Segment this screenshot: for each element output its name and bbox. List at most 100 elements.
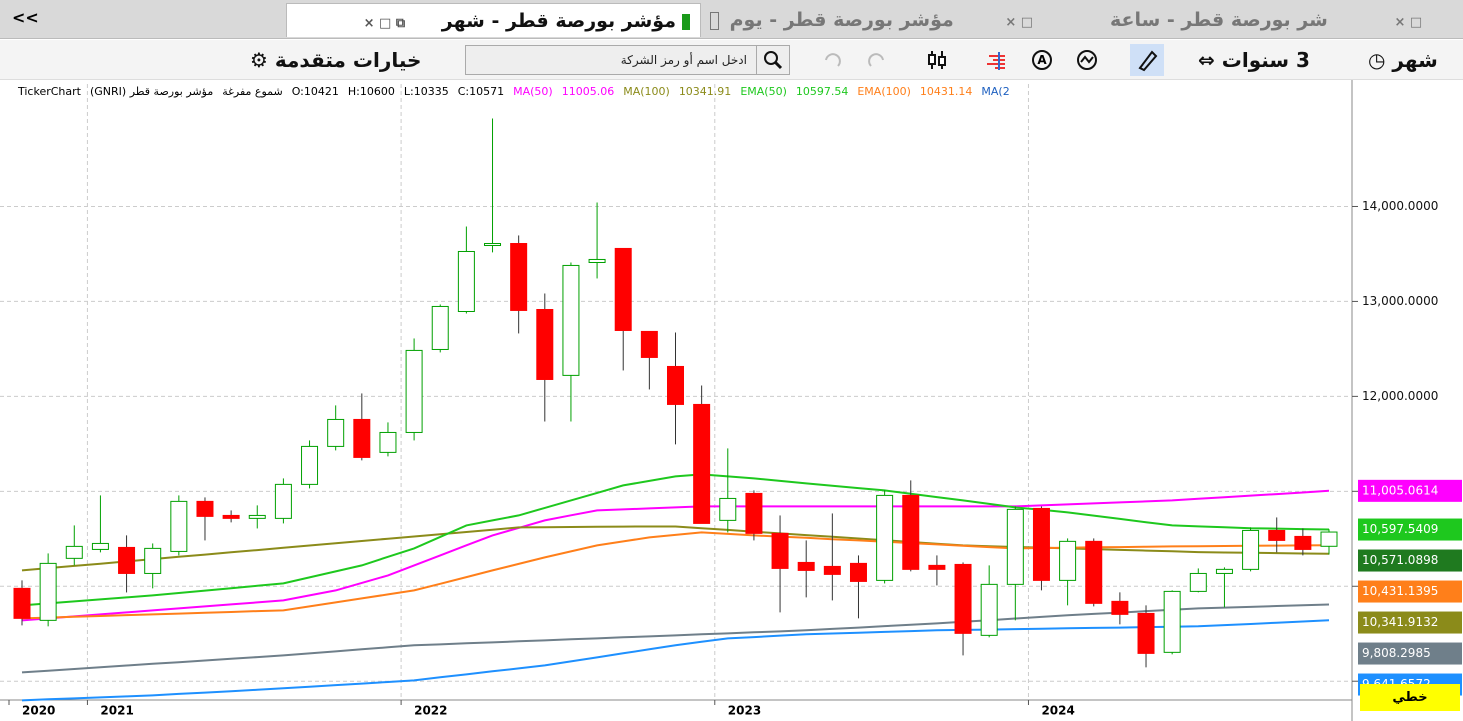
search-icon[interactable] <box>756 46 789 74</box>
indicator-line <box>21 473 1330 607</box>
indicator-line <box>21 603 1330 674</box>
candle-body <box>928 564 946 570</box>
candle-body <box>562 264 580 376</box>
chart-type-button[interactable]: خطي <box>1360 684 1460 711</box>
candle-body <box>614 247 632 331</box>
x-tick-label: 2022 <box>414 704 447 718</box>
auto-tool[interactable]: A <box>1030 48 1054 72</box>
candle-body <box>980 583 998 636</box>
advanced-options[interactable]: خيارات متقدمة ⚙ <box>250 48 422 72</box>
info-bar: TickerChart مؤشر بورصة قطر (GNRI) شموع م… <box>18 83 1010 101</box>
candle-body <box>719 497 737 521</box>
candle-body <box>588 258 606 263</box>
candle-body <box>849 562 867 582</box>
tab-indicator <box>682 13 690 30</box>
candle-body <box>1111 600 1129 615</box>
volume-tool[interactable] <box>985 48 1009 72</box>
candle-body <box>1085 540 1103 604</box>
candle-body <box>510 243 528 311</box>
candle-body <box>823 565 841 575</box>
tab[interactable]: مؤشر بورصة قطر - شهر ⧉ □ × <box>286 3 701 37</box>
candle-body <box>118 546 136 574</box>
candle-body <box>274 483 292 519</box>
tab[interactable]: □ × مؤشر بورصة قطر - يوم <box>710 3 1033 37</box>
collapse-button[interactable]: << <box>12 8 39 27</box>
candle-body <box>771 532 789 569</box>
candle-body <box>1137 612 1155 654</box>
value-badge-label: 10,341.9132 <box>1362 615 1438 629</box>
indicator-line <box>21 489 1330 622</box>
info-high: H:10600 <box>347 85 395 98</box>
candle-body <box>1215 568 1233 574</box>
chart-background <box>0 80 1463 721</box>
info-source: TickerChart <box>18 85 81 98</box>
advanced-label: خيارات متقدمة <box>274 48 422 72</box>
candle-body <box>1006 508 1024 585</box>
candle-body <box>1242 529 1260 570</box>
y-tick-label: 14,000.0000 <box>1362 199 1438 213</box>
indicator-line <box>21 531 1330 620</box>
candle-body <box>954 563 972 634</box>
tab-title: مؤشر بورصة قطر - يوم <box>729 9 954 31</box>
info-style: شموع مفرغة <box>222 85 283 98</box>
value-badge-label: 10,431.1395 <box>1362 584 1438 598</box>
indicator-name: EMA(100) <box>857 85 911 98</box>
candle-body <box>301 445 319 485</box>
candle-body <box>1032 507 1050 581</box>
candle-body <box>1268 529 1286 541</box>
candle-body <box>65 545 83 559</box>
candle-body <box>248 514 266 519</box>
indicator-name: MA(50) <box>513 85 553 98</box>
range-label: 3 سنوات <box>1221 48 1310 72</box>
candle-body <box>902 494 920 570</box>
candle-body <box>1059 540 1077 581</box>
indicator-value: 11005.06 <box>561 85 615 98</box>
search-box[interactable]: ادخل اسم أو رمز الشركة <box>465 45 790 75</box>
indicator-name: EMA(50) <box>740 85 787 98</box>
x-tick-label: 2024 <box>1041 704 1074 718</box>
candle-body <box>353 418 371 458</box>
indicator-value: 10431.14 <box>919 85 973 98</box>
tab-bar: << مؤشر بورصة قطر - شهر ⧉ □ × □ × مؤشر ب… <box>0 0 1463 39</box>
value-badge <box>1358 580 1462 603</box>
info-open: O:10421 <box>291 85 339 98</box>
redo-button[interactable] <box>865 48 889 72</box>
candle-body <box>876 494 894 581</box>
range-button[interactable]: 3 سنوات ⇔ <box>1198 48 1310 72</box>
candle-body <box>327 418 345 447</box>
value-badge <box>1358 518 1462 541</box>
indicator-value: 10341.91 <box>678 85 732 98</box>
svg-text:A: A <box>1037 53 1047 67</box>
candle-body <box>667 365 684 405</box>
undo-button[interactable] <box>820 48 844 72</box>
indicator-values: MA(50) 11005.06 MA(100) 10341.91 EMA(50) 1059… <box>513 83 972 101</box>
value-badge <box>1358 642 1462 665</box>
candle-body <box>1320 531 1338 547</box>
info-close: C:10571 <box>457 85 505 98</box>
indicator-line <box>21 525 1330 572</box>
value-badge-label: 9,808.2985 <box>1362 646 1431 660</box>
draw-tool[interactable] <box>1130 44 1164 76</box>
candle-body <box>797 561 815 571</box>
candle-body <box>13 587 31 619</box>
value-badge-label: 11,005.0614 <box>1362 483 1438 497</box>
period-button[interactable]: شهر ◷ <box>1368 48 1438 72</box>
indicator-line <box>21 619 1330 702</box>
candle-body <box>1294 535 1312 550</box>
period-label: شهر <box>1392 48 1438 72</box>
tab[interactable]: □ × شر بورصة قطر - ساعة <box>1110 9 1423 31</box>
candle-body <box>170 500 188 552</box>
candle-body <box>144 547 162 574</box>
indicator-tool[interactable] <box>1075 48 1099 72</box>
tab-controls[interactable]: ⧉ □ × <box>363 16 406 31</box>
candle-body <box>693 403 711 524</box>
candles-tool[interactable] <box>925 48 949 72</box>
info-low: L:10335 <box>403 85 449 98</box>
info-symbol: مؤشر بورصة قطر (GNRI) <box>89 85 214 98</box>
y-tick-label: 13,000.0000 <box>1362 294 1438 308</box>
candle-body <box>1163 590 1181 653</box>
x-tick-label: 2023 <box>728 704 761 718</box>
candle-body <box>196 500 214 517</box>
